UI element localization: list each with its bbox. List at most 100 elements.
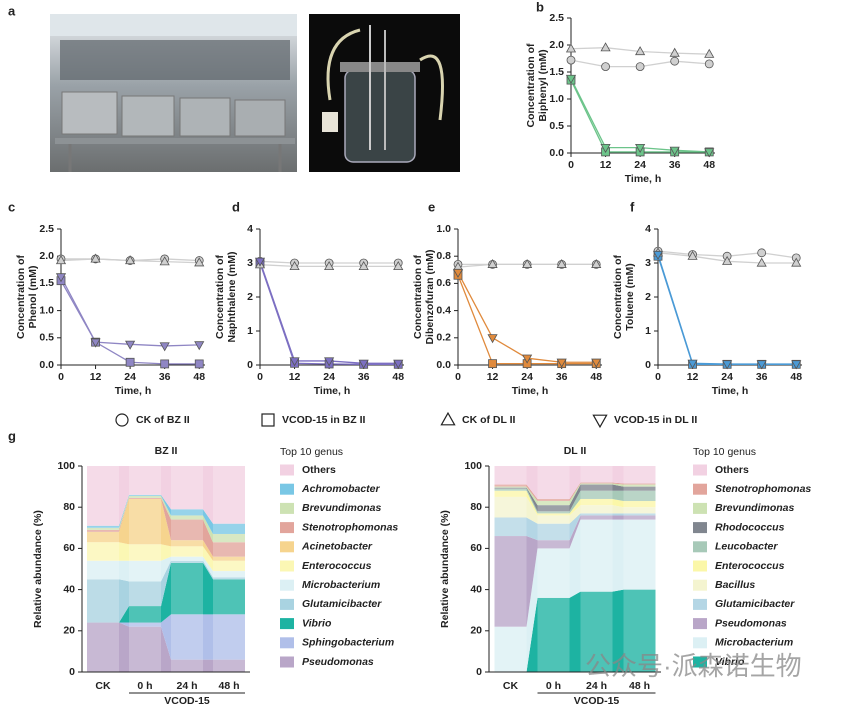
marker	[591, 258, 602, 268]
marker	[704, 48, 715, 58]
marker	[159, 342, 170, 352]
flow-band	[161, 498, 171, 547]
flow-band	[203, 515, 213, 543]
legend-label: Vibrio	[302, 617, 332, 629]
y-tick-label: 80	[63, 501, 75, 513]
flow-band	[203, 562, 213, 615]
y-axis-title: Relative abundance (%)	[32, 510, 44, 628]
legend-swatch	[280, 579, 294, 591]
legend-label: Rhodococcus	[715, 521, 785, 533]
legend-label: Microbacterium	[302, 579, 380, 591]
legend-label: Leucobacter	[715, 541, 778, 553]
bar-segment	[494, 626, 527, 672]
bar-segment	[580, 513, 613, 516]
legend-label: Stenotrophomonas	[715, 483, 811, 495]
flow-band	[569, 505, 581, 524]
x-tick-label: 48 h	[629, 680, 650, 692]
marker	[487, 334, 498, 344]
y-axis-title: Concentration of	[15, 255, 27, 339]
flow-band	[612, 513, 624, 516]
series-line	[60, 280, 200, 365]
flow-band	[119, 466, 129, 526]
x-tick-label: 24	[521, 371, 533, 383]
marker	[652, 250, 664, 260]
bar-segment	[623, 589, 656, 672]
marker	[261, 413, 275, 427]
x-tick-label: 0	[58, 371, 64, 383]
y-tick-label: 1.5	[39, 277, 54, 289]
marker	[194, 359, 204, 369]
chart-title: BZ II	[155, 445, 178, 457]
bar-highlight	[87, 466, 119, 672]
x-tick-label: 0	[257, 371, 263, 383]
flow-band	[526, 517, 538, 541]
series-line	[457, 275, 597, 365]
legend-swatch	[693, 598, 707, 610]
flow-band	[612, 482, 624, 485]
legend-label: Enterococcus	[715, 560, 785, 572]
bar-segment	[537, 523, 570, 541]
y-tick-label: 20	[470, 625, 482, 637]
bar-segment	[623, 486, 656, 491]
bar-segment	[129, 494, 161, 496]
x-tick-label: 48	[392, 371, 404, 383]
bar-segment	[537, 501, 570, 506]
flow-band	[569, 483, 581, 506]
legend-swatch	[693, 464, 707, 476]
series-line	[570, 79, 710, 153]
legend-label: Acinetobacter	[301, 541, 373, 553]
flow-band	[612, 515, 624, 520]
x-axis-title: Time, h	[712, 385, 749, 397]
x-tick-label: 48	[590, 371, 602, 383]
series-line	[259, 261, 399, 364]
marker	[704, 148, 715, 158]
marker	[592, 414, 608, 429]
marker	[324, 357, 335, 367]
x-tick-label: 12	[600, 159, 612, 171]
flow-band	[526, 487, 538, 512]
bar-segment	[171, 556, 203, 561]
y-tick-label: 0.5	[549, 120, 564, 132]
y-tick-label: 0	[69, 666, 75, 678]
marker	[687, 359, 698, 369]
marker	[522, 258, 533, 268]
marker	[566, 55, 576, 65]
y-tick-label: 4	[247, 223, 253, 235]
bar-segment	[537, 597, 570, 672]
legend-swatch	[693, 502, 707, 514]
flow-band	[119, 497, 129, 532]
y-tick-label: 3	[645, 257, 651, 269]
legend-label: Glutamicibacter	[715, 598, 795, 610]
flow-band	[119, 622, 129, 672]
bar-segment	[623, 483, 656, 485]
bar-segment	[171, 519, 203, 541]
y-tick-label: 0.0	[39, 359, 54, 371]
legend-swatch	[693, 656, 707, 668]
bar-segment	[537, 548, 570, 598]
bar-segment	[623, 490, 656, 502]
y-tick-label: 40	[63, 583, 75, 595]
panel-label: b	[536, 0, 544, 14]
bar-segment	[213, 523, 245, 534]
flow-band	[612, 490, 624, 502]
flow-band	[526, 484, 538, 502]
y-axis-title: Concentration of	[214, 255, 226, 339]
marker	[669, 146, 680, 156]
marker	[324, 260, 335, 271]
marker	[393, 359, 404, 369]
bar-segment	[129, 626, 161, 672]
legend-swatch	[280, 656, 294, 668]
legend-label: Sphingobacterium	[302, 637, 394, 649]
marker	[601, 62, 610, 71]
x-tick-label: 12	[90, 371, 102, 383]
bar-highlight	[494, 466, 527, 672]
y-tick-label: 2.0	[549, 39, 564, 51]
y-tick-label: 2.5	[549, 12, 564, 24]
bar-segment	[87, 542, 119, 561]
bar-segment	[494, 486, 527, 488]
bar-segment	[537, 505, 570, 512]
flow-band	[203, 556, 213, 578]
marker	[722, 360, 733, 370]
flow-band	[203, 466, 213, 524]
legend-label: Enterococcus	[302, 560, 372, 572]
